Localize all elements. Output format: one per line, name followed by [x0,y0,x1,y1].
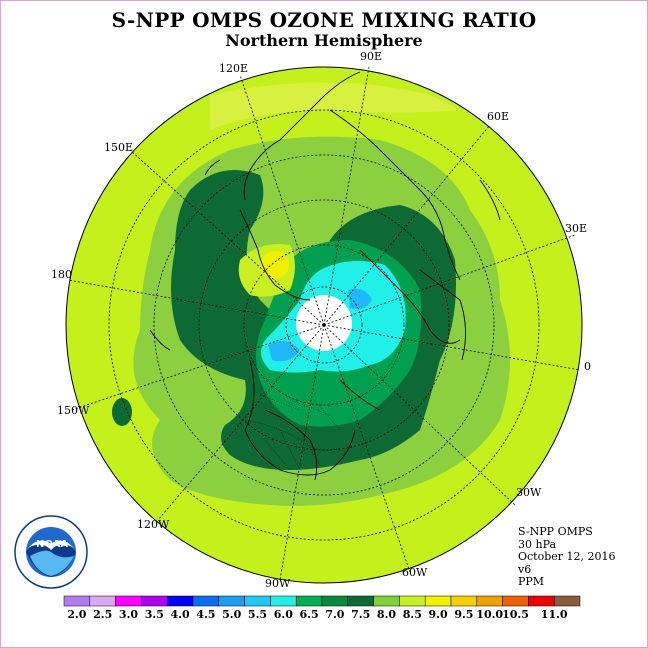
info-units: PPM [518,575,545,588]
color-scale-tick: 10.0 [476,608,504,621]
lon-label-60e: 60E [487,110,510,123]
color-scale-cell [347,595,374,607]
color-scale-tick: 2.5 [93,608,113,621]
color-scale-tick: 2.0 [67,608,87,621]
color-scale-tick: 10.5 [502,608,529,621]
color-scale-cell [115,595,142,607]
color-scale-tick: 8.0 [376,608,397,621]
color-scale-cell [295,595,323,607]
noaa-logo [14,515,88,589]
info-instrument: S-NPP OMPS [518,525,593,538]
lon-label-0: 0 [584,360,591,373]
color-scale-tick: 3.0 [118,608,139,621]
color-scale-tick: 7.5 [351,608,371,621]
color-scale-tick: 8.5 [402,608,422,621]
lon-label-60w: 60W [402,566,428,579]
color-scale-cell [63,595,91,607]
map-boundary [65,66,583,584]
info-level: 30 hPa [518,537,557,551]
color-scale-tick: 5.0 [222,608,242,621]
info-date: October 12, 2016 [518,550,616,563]
color-scale-tick: 9.0 [428,608,448,621]
color-scale [63,595,581,607]
lon-label-150w: 150W [57,404,90,417]
lon-label-180: 180 [51,268,72,281]
color-scale-tick: 4.0 [170,608,190,621]
color-scale-cell [373,595,400,607]
color-scale-tick: 6.5 [299,608,319,621]
color-scale-tick: 5.5 [247,608,268,621]
noaa-logo-text: NOAA [36,539,69,550]
color-scale-tick: 6.0 [273,608,293,621]
color-scale-cell [528,595,555,607]
coastlines [149,71,501,481]
color-scale-cell [192,595,220,607]
lon-label-90w: 90W [265,577,291,590]
color-scale-tick: 9.5 [454,608,474,621]
lon-label-30w: 30W [516,486,542,499]
info-block: S-NPP OMPS 30 hPa October 12, 2016 v6 PP… [518,525,616,589]
color-scale-cell [270,595,297,607]
color-scale-cell [424,595,452,607]
borders [244,394,341,471]
color-scale-cell [166,595,194,607]
color-scale-cell [218,595,245,607]
map-title: S-NPP OMPS OZONE MIXING RATIO [111,8,537,32]
graticule [67,66,581,581]
info-version: v6 [518,562,532,576]
color-scale-tick: 7.0 [325,608,345,621]
color-scale-cell [141,595,168,607]
lon-label-120e: 120E [219,62,249,75]
color-scale-tick: 4.5 [196,608,216,621]
color-scale-cell [450,595,478,607]
map-subtitle: Northern Hemisphere [225,31,423,50]
color-scale-tick: 11.0 [540,608,568,621]
color-scale-cell [89,595,116,607]
color-scale-tick: 3.5 [144,608,164,621]
color-scale-cell [399,595,426,607]
color-scale-cell [476,595,503,607]
color-scale-cell [553,595,581,607]
color-scale-cell [502,595,529,607]
lon-label-150e: 150E [104,141,134,154]
lon-label-120w: 120W [137,518,170,531]
lon-label-30e: 30E [565,222,588,235]
color-scale-cell [321,595,349,607]
color-scale-cell [244,595,271,607]
lon-label-90e: 90E [360,50,383,63]
